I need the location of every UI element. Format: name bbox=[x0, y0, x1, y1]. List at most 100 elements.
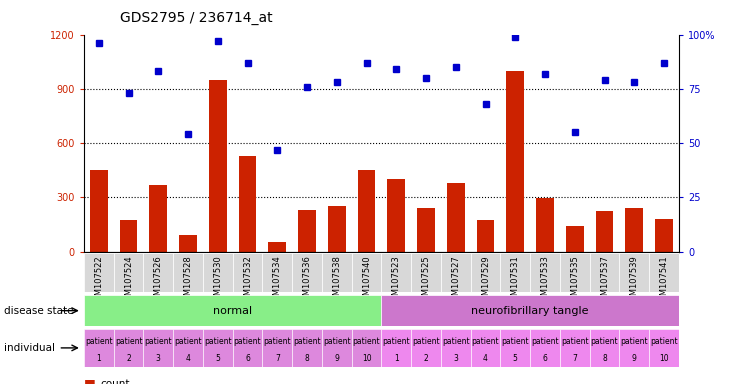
Bar bbox=[477, 220, 494, 252]
FancyBboxPatch shape bbox=[233, 253, 263, 292]
Text: GSM107530: GSM107530 bbox=[213, 255, 223, 306]
FancyBboxPatch shape bbox=[411, 253, 441, 292]
Text: 4: 4 bbox=[483, 354, 488, 363]
Text: patient: patient bbox=[145, 337, 172, 346]
FancyBboxPatch shape bbox=[590, 253, 620, 292]
Bar bbox=[120, 220, 137, 252]
Text: 7: 7 bbox=[275, 354, 280, 363]
Text: patient: patient bbox=[383, 337, 410, 346]
Bar bbox=[150, 185, 167, 252]
Bar bbox=[417, 208, 435, 252]
Text: patient: patient bbox=[412, 337, 440, 346]
Text: 1: 1 bbox=[96, 354, 101, 363]
Text: 8: 8 bbox=[304, 354, 310, 363]
Bar bbox=[239, 156, 256, 252]
FancyBboxPatch shape bbox=[382, 295, 679, 326]
FancyBboxPatch shape bbox=[649, 329, 679, 367]
FancyBboxPatch shape bbox=[203, 329, 233, 367]
Text: GSM107522: GSM107522 bbox=[94, 255, 104, 306]
Text: GSM107528: GSM107528 bbox=[183, 255, 193, 306]
Bar bbox=[328, 206, 346, 252]
Text: patient: patient bbox=[531, 337, 559, 346]
FancyBboxPatch shape bbox=[173, 329, 203, 367]
Bar bbox=[655, 219, 673, 252]
Text: 2: 2 bbox=[423, 354, 429, 363]
FancyBboxPatch shape bbox=[322, 329, 352, 367]
FancyBboxPatch shape bbox=[233, 329, 263, 367]
FancyBboxPatch shape bbox=[203, 253, 233, 292]
Text: 2: 2 bbox=[126, 354, 131, 363]
Text: 8: 8 bbox=[602, 354, 607, 363]
Text: GSM107540: GSM107540 bbox=[362, 255, 371, 306]
Text: GSM107526: GSM107526 bbox=[154, 255, 163, 306]
FancyBboxPatch shape bbox=[530, 253, 560, 292]
Bar bbox=[447, 183, 465, 252]
FancyBboxPatch shape bbox=[114, 253, 143, 292]
Text: patient: patient bbox=[204, 337, 231, 346]
Bar bbox=[596, 211, 613, 252]
Text: patient: patient bbox=[174, 337, 202, 346]
Text: GSM107535: GSM107535 bbox=[570, 255, 580, 306]
FancyBboxPatch shape bbox=[263, 253, 292, 292]
Text: patient: patient bbox=[234, 337, 261, 346]
FancyBboxPatch shape bbox=[441, 329, 471, 367]
FancyBboxPatch shape bbox=[471, 253, 501, 292]
Text: GSM107531: GSM107531 bbox=[511, 255, 520, 306]
FancyBboxPatch shape bbox=[352, 253, 382, 292]
FancyBboxPatch shape bbox=[501, 253, 530, 292]
Text: GSM107536: GSM107536 bbox=[302, 255, 312, 306]
FancyBboxPatch shape bbox=[411, 329, 441, 367]
Bar bbox=[298, 210, 316, 252]
FancyBboxPatch shape bbox=[263, 329, 292, 367]
Text: GSM107529: GSM107529 bbox=[481, 255, 490, 306]
Text: patient: patient bbox=[472, 337, 499, 346]
Text: 6: 6 bbox=[245, 354, 250, 363]
Bar bbox=[90, 170, 108, 252]
FancyBboxPatch shape bbox=[649, 253, 679, 292]
Text: 3: 3 bbox=[156, 354, 161, 363]
FancyBboxPatch shape bbox=[114, 329, 143, 367]
Text: patient: patient bbox=[323, 337, 350, 346]
Text: count: count bbox=[100, 379, 129, 384]
Text: patient: patient bbox=[502, 337, 529, 346]
Text: patient: patient bbox=[264, 337, 291, 346]
FancyBboxPatch shape bbox=[84, 253, 114, 292]
Text: 4: 4 bbox=[185, 354, 191, 363]
Text: 1: 1 bbox=[394, 354, 399, 363]
Bar bbox=[507, 71, 524, 252]
FancyBboxPatch shape bbox=[352, 329, 382, 367]
FancyBboxPatch shape bbox=[292, 253, 322, 292]
Bar bbox=[179, 235, 197, 252]
Text: GSM107538: GSM107538 bbox=[332, 255, 342, 306]
Bar bbox=[566, 226, 584, 252]
FancyBboxPatch shape bbox=[441, 253, 471, 292]
FancyBboxPatch shape bbox=[84, 329, 114, 367]
Text: GSM107527: GSM107527 bbox=[451, 255, 461, 306]
FancyBboxPatch shape bbox=[143, 329, 173, 367]
Bar bbox=[536, 198, 554, 252]
Text: patient: patient bbox=[115, 337, 142, 346]
FancyBboxPatch shape bbox=[560, 329, 590, 367]
Text: patient: patient bbox=[650, 337, 678, 346]
Text: 7: 7 bbox=[572, 354, 577, 363]
FancyBboxPatch shape bbox=[84, 295, 382, 326]
Text: GSM107525: GSM107525 bbox=[421, 255, 431, 306]
Bar bbox=[358, 170, 375, 252]
Text: GSM107524: GSM107524 bbox=[124, 255, 133, 306]
Text: neurofibrillary tangle: neurofibrillary tangle bbox=[472, 306, 589, 316]
FancyBboxPatch shape bbox=[382, 329, 411, 367]
Text: GSM107523: GSM107523 bbox=[392, 255, 401, 306]
Text: GSM107533: GSM107533 bbox=[540, 255, 550, 306]
Text: individual: individual bbox=[4, 343, 55, 353]
Bar bbox=[209, 80, 227, 252]
Text: 5: 5 bbox=[215, 354, 220, 363]
FancyBboxPatch shape bbox=[530, 329, 560, 367]
Text: 5: 5 bbox=[513, 354, 518, 363]
Text: GSM107539: GSM107539 bbox=[630, 255, 639, 306]
Text: patient: patient bbox=[442, 337, 469, 346]
FancyBboxPatch shape bbox=[590, 329, 620, 367]
Text: 10: 10 bbox=[362, 354, 372, 363]
Text: 3: 3 bbox=[453, 354, 458, 363]
FancyBboxPatch shape bbox=[501, 329, 530, 367]
Text: patient: patient bbox=[293, 337, 321, 346]
